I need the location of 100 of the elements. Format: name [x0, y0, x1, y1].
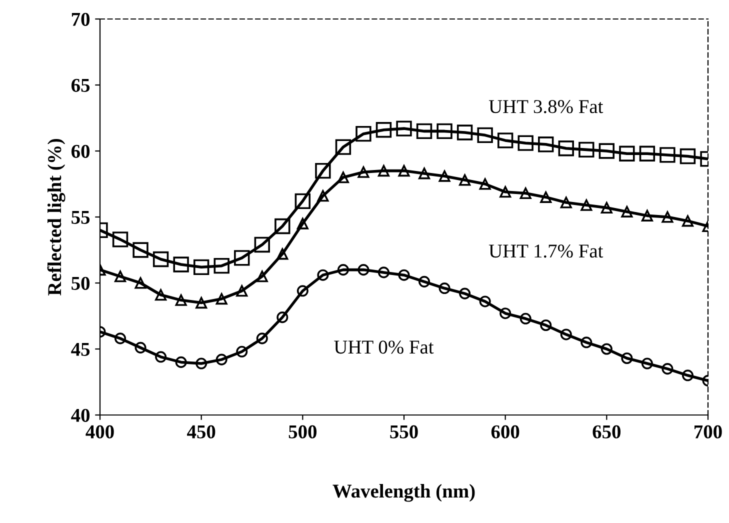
point	[358, 264, 370, 276]
point	[580, 336, 592, 348]
point	[337, 264, 349, 276]
point	[276, 248, 288, 260]
point	[540, 191, 552, 203]
point	[682, 215, 694, 227]
point	[662, 211, 674, 223]
point	[155, 351, 167, 363]
point	[317, 190, 329, 202]
point	[436, 123, 452, 140]
point	[132, 242, 148, 258]
x-axis-title: Wavelength (nm)	[332, 484, 475, 502]
point	[296, 285, 308, 297]
point	[276, 312, 288, 324]
point	[621, 206, 633, 218]
series-label: UHT 3.8% Fat	[488, 100, 604, 114]
point	[682, 370, 694, 382]
point	[173, 256, 189, 272]
point	[196, 297, 208, 309]
point	[641, 358, 653, 370]
point	[438, 282, 450, 294]
point	[155, 289, 167, 301]
point	[175, 356, 187, 368]
point	[216, 293, 228, 305]
point	[520, 187, 532, 200]
y-axis-title: Reflected light (%)	[47, 139, 66, 296]
point	[398, 165, 410, 177]
point	[477, 127, 493, 144]
point	[580, 199, 592, 211]
point	[134, 277, 146, 289]
point	[479, 296, 491, 308]
point	[114, 332, 126, 344]
point	[662, 363, 674, 375]
point	[416, 123, 432, 140]
point	[459, 174, 471, 186]
y-tick-label: 40	[71, 408, 90, 422]
point	[256, 332, 268, 344]
point	[600, 343, 612, 355]
point	[358, 166, 370, 178]
point	[193, 259, 210, 276]
point	[152, 251, 169, 268]
point	[112, 232, 128, 248]
point	[274, 218, 290, 234]
point	[621, 352, 633, 364]
point	[558, 140, 574, 156]
point	[216, 354, 228, 366]
point	[214, 258, 230, 274]
point	[500, 186, 512, 198]
point	[540, 319, 552, 332]
point	[396, 120, 412, 136]
point	[114, 270, 126, 282]
point	[619, 146, 635, 162]
text: UHT 0% Fat	[334, 340, 434, 354]
point	[378, 165, 390, 177]
point	[479, 178, 491, 190]
x-tick-label: 500	[288, 425, 317, 438]
point	[598, 143, 615, 159]
point	[296, 218, 308, 230]
point	[256, 270, 268, 282]
point	[418, 276, 430, 288]
point	[660, 147, 676, 163]
point	[538, 136, 554, 152]
y-tick-label: 50	[72, 276, 90, 290]
point	[438, 170, 450, 182]
x-tick-label: 700	[694, 425, 722, 438]
x-tick-label: 650	[592, 425, 621, 438]
point	[497, 132, 514, 148]
point	[337, 172, 349, 184]
y-tick-label: 45	[71, 342, 90, 356]
point	[500, 308, 512, 320]
point	[236, 346, 248, 358]
x-tick-label: 550	[390, 425, 418, 438]
point	[600, 202, 612, 214]
point	[175, 294, 187, 306]
point	[456, 124, 473, 140]
point	[236, 285, 248, 297]
x-tick-label: 400	[86, 425, 114, 438]
point	[418, 168, 430, 180]
point	[680, 148, 696, 164]
point	[376, 122, 392, 138]
point	[518, 135, 534, 151]
series-label: UHT 1.7% Fat	[488, 244, 604, 258]
y-tick-label: 60	[72, 144, 90, 158]
point	[641, 210, 653, 222]
point	[356, 126, 372, 142]
point	[578, 142, 594, 158]
point	[335, 139, 352, 155]
point	[196, 358, 208, 370]
point	[254, 236, 270, 253]
point	[378, 266, 390, 278]
point	[294, 193, 311, 210]
point	[317, 269, 329, 281]
point	[520, 312, 532, 324]
x-tick-label: 450	[187, 425, 216, 438]
y-tick-label: 65	[72, 78, 90, 92]
point	[315, 162, 331, 179]
point	[639, 146, 656, 162]
point	[560, 328, 572, 340]
y-tick-label: 55	[72, 211, 90, 224]
y-tick-label: 70	[72, 12, 90, 26]
